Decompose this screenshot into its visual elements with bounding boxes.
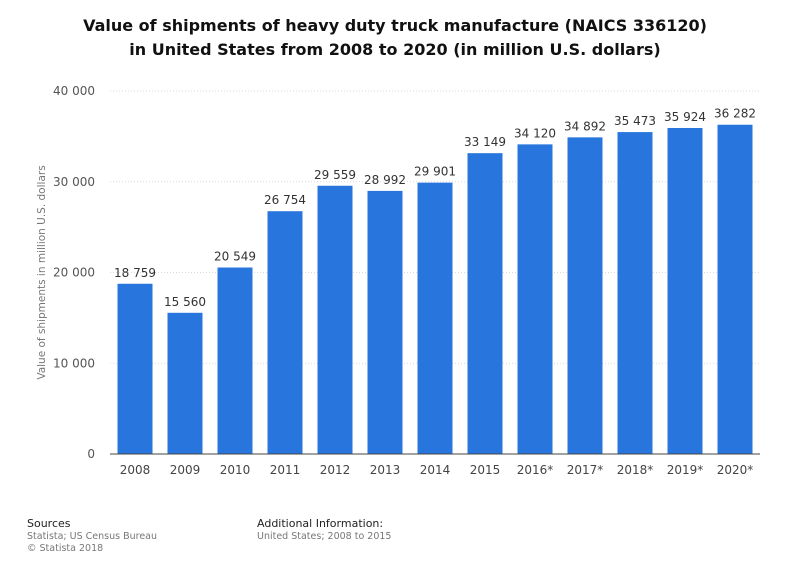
x-tick-label: 2020* xyxy=(717,463,754,477)
data-label: 29 559 xyxy=(314,168,356,182)
bar xyxy=(467,153,503,454)
data-label: 28 992 xyxy=(364,173,406,187)
additional-info-heading: Additional Information: xyxy=(257,517,384,530)
y-tick-label: 20 000 xyxy=(53,266,95,280)
x-tick-label: 2011 xyxy=(270,463,301,477)
x-tick-label: 2012 xyxy=(320,463,351,477)
bar xyxy=(367,190,403,455)
bar xyxy=(667,127,703,455)
x-tick-label: 2008 xyxy=(120,463,151,477)
data-label: 20 549 xyxy=(214,250,256,264)
sources-block: Sources Statista; US Census Bureau © Sta… xyxy=(27,517,157,555)
chart-title: Value of shipments of heavy duty truck m… xyxy=(0,14,790,62)
data-label: 34 892 xyxy=(564,119,606,133)
x-tick-label: 2019* xyxy=(667,463,704,477)
data-label: 15 560 xyxy=(164,295,206,309)
bar xyxy=(717,124,753,455)
bar xyxy=(417,182,453,454)
x-tick-label: 2015 xyxy=(470,463,501,477)
y-tick-label: 30 000 xyxy=(53,175,95,189)
data-label: 26 754 xyxy=(264,193,306,207)
copyright-line: © Statista 2018 xyxy=(27,543,104,554)
data-label: 34 120 xyxy=(514,126,556,140)
additional-info-line: United States; 2008 to 2015 xyxy=(257,531,392,542)
y-tick-label: 40 000 xyxy=(53,84,95,98)
data-label: 35 473 xyxy=(614,114,656,128)
bar xyxy=(167,312,203,454)
x-tick-label: 2009 xyxy=(170,463,201,477)
x-tick-label: 2014 xyxy=(420,463,451,477)
x-tick-label: 2016* xyxy=(517,463,554,477)
sources-heading: Sources xyxy=(27,517,71,530)
x-tick-label: 2013 xyxy=(370,463,401,477)
y-tick-label: 0 xyxy=(87,447,95,461)
additional-info-block: Additional Information: United States; 2… xyxy=(257,517,391,543)
data-label: 36 282 xyxy=(714,107,756,121)
y-axis-label: Value of shipments in million U.S. dolla… xyxy=(36,165,48,379)
x-tick-label: 2017* xyxy=(567,463,604,477)
chart-title-line-2: in United States from 2008 to 2020 (in m… xyxy=(129,40,661,59)
bar xyxy=(617,132,653,454)
sources-line: Statista; US Census Bureau xyxy=(27,531,158,542)
bar xyxy=(217,267,253,454)
data-label: 18 759 xyxy=(114,266,156,280)
bar xyxy=(517,144,553,454)
x-tick-label: 2010 xyxy=(220,463,251,477)
bar xyxy=(267,211,303,454)
x-tick-label: 2018* xyxy=(617,463,654,477)
bar xyxy=(117,283,153,454)
data-label: 33 149 xyxy=(464,135,506,149)
bar xyxy=(317,185,353,454)
data-label: 29 901 xyxy=(414,165,456,179)
chart-title-line-1: Value of shipments of heavy duty truck m… xyxy=(83,16,707,35)
data-label: 35 924 xyxy=(664,110,706,124)
y-tick-label: 10 000 xyxy=(53,356,95,370)
bar xyxy=(567,137,603,454)
